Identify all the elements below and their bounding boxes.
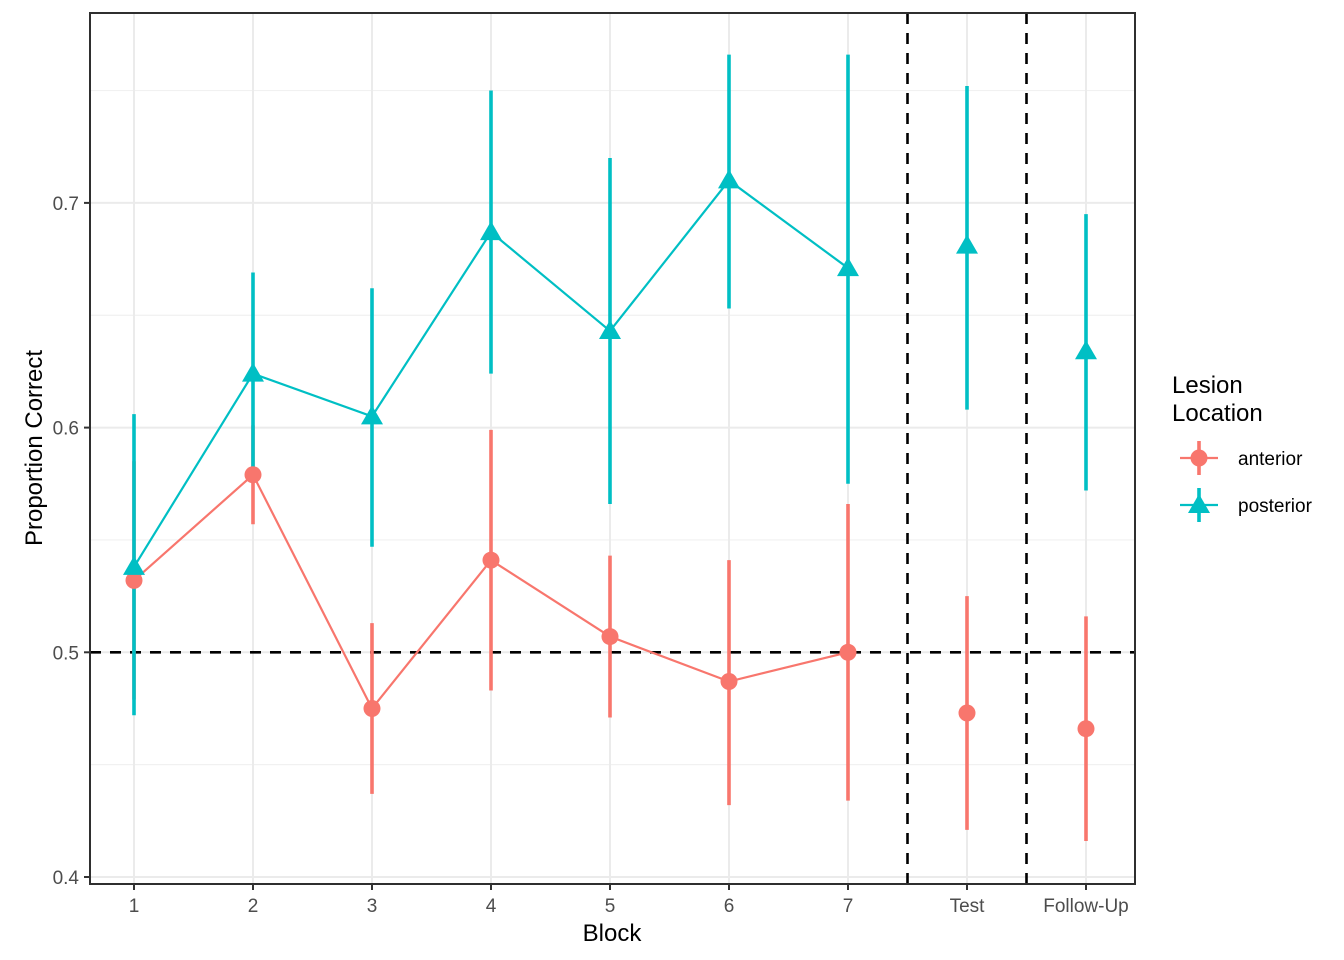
plot-area: 1 2 3 4 5 6 7 Test Follow-Up 0.4 0.5 0.6 0.7 <box>53 12 1136 917</box>
point-posterior-5 <box>599 319 621 339</box>
x-tick-label-2: 2 <box>248 896 259 917</box>
point-anterior-4 <box>482 551 500 569</box>
point-posterior-Test <box>956 234 978 254</box>
legend-key-anterior <box>1180 441 1218 475</box>
x-tick-label-1: 1 <box>129 896 140 917</box>
point-anterior-7 <box>839 643 857 661</box>
point-posterior-3 <box>361 405 383 425</box>
x-tick-label-6: 6 <box>724 896 735 917</box>
panel-border <box>89 12 1136 885</box>
x-axis-title: Block <box>583 920 643 947</box>
legend-label-posterior: posterior <box>1238 496 1313 517</box>
point-posterior-6 <box>718 169 740 189</box>
point-anterior-Follow-Up <box>1077 720 1095 738</box>
x-tick-label-5: 5 <box>605 896 616 917</box>
legend-key-posterior <box>1180 488 1218 522</box>
y-axis-title: Proportion Correct <box>21 350 48 546</box>
legend: Lesion Location anterior posterior <box>1172 372 1313 522</box>
point-posterior-Follow-Up <box>1075 340 1097 360</box>
y-tick-label-0.5: 0.5 <box>53 643 79 664</box>
point-anterior-5 <box>601 628 619 646</box>
legend-title-line2: Location <box>1172 400 1263 427</box>
point-anterior-6 <box>720 673 738 691</box>
legend-key-marker-anterior <box>1190 449 1208 467</box>
x-tick-label-Follow-Up: Follow-Up <box>1043 896 1129 917</box>
point-anterior-3 <box>363 699 381 717</box>
point-anterior-2 <box>244 466 262 484</box>
point-anterior-1 <box>125 571 143 589</box>
y-tick-label-0.7: 0.7 <box>53 194 79 215</box>
point-posterior-4 <box>480 221 502 241</box>
legend-keys <box>1180 441 1218 522</box>
point-posterior-7 <box>837 257 859 277</box>
legend-title-line1: Lesion <box>1172 372 1243 399</box>
legend-label-anterior: anterior <box>1238 449 1303 470</box>
x-tick-label-3: 3 <box>367 896 378 917</box>
x-tick-label-Test: Test <box>950 896 986 917</box>
legend-key-marker-posterior <box>1188 494 1210 513</box>
point-posterior-2 <box>242 362 264 382</box>
point-posterior-1 <box>123 555 145 575</box>
point-anterior-Test <box>958 704 976 722</box>
x-tick-label-4: 4 <box>486 896 497 917</box>
y-tick-label-0.6: 0.6 <box>53 419 79 440</box>
y-tick-label-0.4: 0.4 <box>53 868 80 889</box>
x-tick-label-7: 7 <box>843 896 854 917</box>
